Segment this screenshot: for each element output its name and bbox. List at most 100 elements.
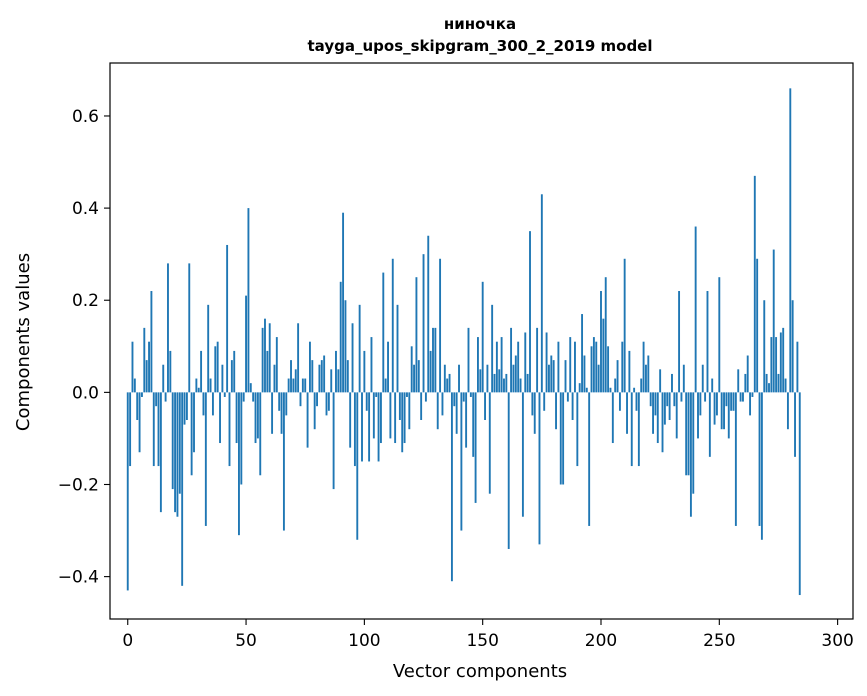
bar — [219, 392, 221, 444]
bar — [786, 392, 789, 430]
bar — [524, 332, 527, 393]
bar — [254, 392, 257, 444]
bar — [280, 392, 283, 434]
bar — [585, 387, 588, 393]
bar — [614, 378, 617, 393]
bar — [460, 392, 463, 531]
bar — [178, 392, 181, 494]
bar — [576, 392, 579, 467]
bar — [190, 392, 193, 476]
bar — [623, 258, 626, 393]
bar — [543, 392, 546, 411]
bar — [136, 392, 139, 420]
bar — [621, 341, 624, 393]
bar — [510, 327, 513, 393]
bar — [391, 258, 394, 393]
bar — [415, 277, 418, 393]
bar — [671, 373, 673, 393]
bar — [185, 392, 188, 420]
bar — [211, 392, 214, 416]
bar — [259, 392, 262, 476]
bar — [375, 392, 378, 397]
bar — [571, 392, 574, 420]
bar — [316, 392, 318, 407]
bar — [299, 392, 302, 407]
bar — [517, 341, 520, 393]
bar — [138, 392, 141, 453]
bar — [704, 392, 707, 402]
bar — [611, 392, 614, 444]
bar — [697, 392, 699, 439]
bar — [649, 392, 652, 407]
bar — [252, 392, 255, 402]
bar — [491, 304, 494, 393]
bar — [268, 323, 271, 393]
bar — [245, 295, 247, 393]
bar — [221, 364, 224, 393]
bar — [477, 337, 479, 393]
bar — [424, 392, 427, 402]
bar — [630, 392, 633, 467]
bar — [616, 360, 619, 393]
bar — [349, 392, 352, 448]
bar — [574, 341, 576, 393]
bar — [469, 392, 472, 397]
bar — [311, 360, 314, 393]
bar — [540, 194, 543, 393]
y-tick-label: −0.2 — [58, 475, 99, 495]
bar — [209, 378, 212, 393]
bar — [148, 341, 150, 393]
bar — [595, 341, 598, 393]
bar — [174, 392, 177, 513]
bar — [768, 383, 770, 393]
bar — [465, 392, 468, 448]
bar — [725, 392, 728, 407]
bar — [666, 392, 669, 407]
bar — [495, 341, 498, 393]
bar — [505, 373, 508, 393]
bar — [706, 291, 709, 393]
bar — [562, 392, 565, 485]
bar — [233, 350, 236, 393]
bar — [723, 392, 725, 430]
bar — [297, 323, 300, 393]
bar — [588, 392, 591, 526]
bars-layer — [126, 88, 801, 596]
bar — [164, 392, 167, 402]
bar — [659, 369, 662, 393]
bar — [467, 327, 470, 393]
plot-frame — [109, 62, 854, 620]
bar — [294, 369, 297, 393]
bar — [432, 327, 434, 393]
bar — [287, 378, 290, 393]
bar — [131, 341, 134, 393]
bar — [493, 373, 496, 393]
bar — [195, 378, 198, 393]
bar — [323, 355, 326, 393]
bar — [673, 392, 676, 407]
bar — [663, 392, 666, 425]
bar — [486, 364, 489, 393]
bar — [718, 277, 721, 393]
bar — [782, 327, 785, 393]
bar — [387, 341, 389, 393]
bar — [204, 392, 207, 526]
bar — [796, 341, 799, 393]
bar — [214, 346, 217, 393]
bar — [474, 392, 477, 503]
bar — [320, 360, 323, 393]
bar — [306, 392, 309, 448]
y-tick-label: −0.4 — [58, 568, 99, 588]
bar — [413, 364, 416, 393]
bar — [692, 392, 695, 494]
bar — [169, 350, 172, 393]
bar — [443, 364, 446, 393]
bar — [427, 235, 430, 393]
bar — [261, 327, 264, 393]
bar — [635, 392, 638, 411]
bar — [770, 337, 773, 393]
bar — [346, 360, 349, 393]
bar — [401, 392, 404, 453]
bar — [368, 392, 371, 462]
chart-subtitle: tayga_upos_skipgram_300_2_2019 model — [308, 37, 653, 55]
